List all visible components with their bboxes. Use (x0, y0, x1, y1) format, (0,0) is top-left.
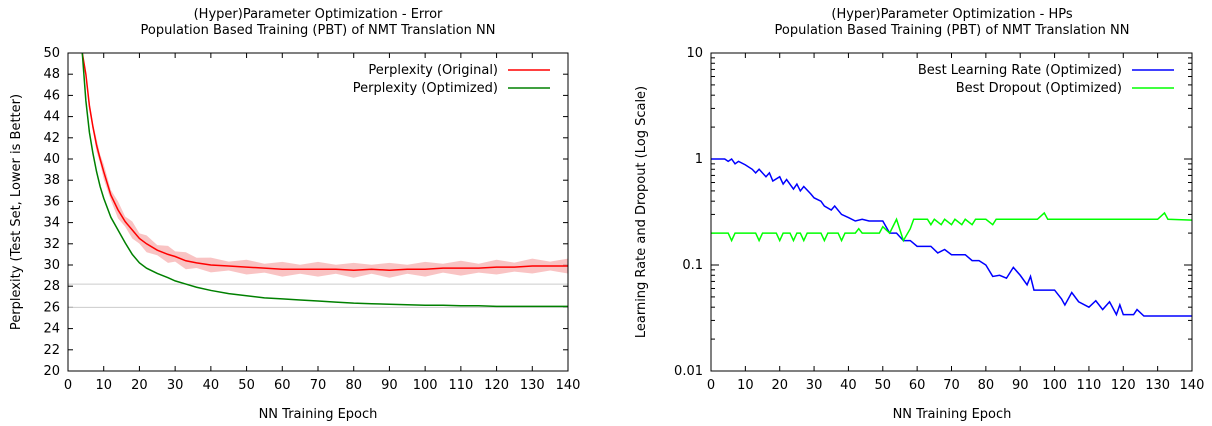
error-ytick-label: 28 (43, 279, 60, 294)
hp-chart-title: (Hyper)Parameter Optimization - HPs (831, 7, 1072, 22)
error-xtick-label: 130 (520, 378, 545, 393)
hp-chart-ylabel: Learning Rate and Dropout (Log Scale) (634, 86, 649, 338)
error-xtick-label: 90 (381, 378, 398, 393)
error-xtick-label: 60 (274, 378, 291, 393)
error-ytick-label: 40 (43, 152, 60, 167)
error-ytick-label: 44 (43, 110, 60, 125)
error-xtick-label: 20 (131, 378, 148, 393)
hp-xtick-label: 130 (1145, 378, 1170, 393)
error-ytick-label: 36 (43, 194, 60, 209)
error-ytick-label: 46 (43, 88, 60, 103)
hp-xtick-label: 10 (737, 378, 754, 393)
hp-ytick-label: 1 (695, 152, 703, 167)
legend-best-dropout: Best Dropout (Optimized) (956, 81, 1122, 96)
error-xtick-label: 140 (556, 378, 581, 393)
hp-xtick-label: 70 (943, 378, 960, 393)
best-dropout-line (711, 211, 1193, 243)
error-chart-frame (67, 52, 569, 372)
hp-xtick-label: 30 (806, 378, 823, 393)
legend-best-learning-rate: Best Learning Rate (Optimized) (918, 63, 1122, 78)
perplexity-original-line (81, 52, 568, 272)
error-ytick-label: 30 (43, 258, 60, 273)
error-ytick-label: 42 (43, 131, 60, 146)
hp-xtick-label: 90 (1012, 378, 1029, 393)
error-xtick-label: 110 (448, 378, 473, 393)
error-xtick-label: 0 (64, 378, 72, 393)
error-xtick-label: 40 (203, 378, 220, 393)
error-chart-title: (Hyper)Parameter Optimization - Error (194, 7, 443, 22)
hp-chart-subtitle: Population Based Training (PBT) of NMT T… (775, 23, 1130, 38)
error-xtick-label: 80 (345, 378, 362, 393)
hp-xtick-label: 80 (978, 378, 995, 393)
perplexity-optimized-line (81, 52, 568, 308)
error-ytick-label: 32 (43, 237, 60, 252)
hp-ytick-label: 10 (686, 46, 703, 61)
error-chart-subtitle: Population Based Training (PBT) of NMT T… (141, 23, 496, 38)
error-xtick-label: 50 (238, 378, 255, 393)
error-xtick-label: 10 (95, 378, 112, 393)
error-xtick-label: 70 (310, 378, 327, 393)
legend-perplexity-original: Perplexity (Original) (368, 63, 498, 78)
error-ytick-label: 48 (43, 67, 60, 82)
error-ytick-label: 20 (43, 364, 60, 379)
error-xtick-label: 30 (167, 378, 184, 393)
error-chart: (Hyper)Parameter Optimization - Error Po… (9, 7, 580, 422)
error-chart-ylabel: Perplexity (Test Set, Lower is Better) (9, 94, 24, 330)
hp-xtick-label: 20 (771, 378, 788, 393)
error-xtick-label: 100 (413, 378, 438, 393)
legend-perplexity-optimized: Perplexity (Optimized) (353, 81, 498, 96)
error-chart-xlabel: NN Training Epoch (259, 407, 378, 422)
hp-xtick-label: 60 (909, 378, 926, 393)
error-xtick-label: 120 (484, 378, 509, 393)
hp-xtick-label: 50 (875, 378, 892, 393)
hp-xtick-label: 110 (1077, 378, 1102, 393)
error-ytick-label: 38 (43, 173, 60, 188)
hp-xtick-label: 100 (1042, 378, 1067, 393)
error-ytick-label: 26 (43, 300, 60, 315)
hp-xtick-label: 140 (1180, 378, 1205, 393)
error-ytick-label: 22 (43, 343, 60, 358)
hp-chart-frame (710, 52, 1193, 372)
hp-xtick-label: 0 (707, 378, 715, 393)
error-ytick-label: 24 (43, 322, 60, 337)
hp-ytick-label: 0.01 (674, 364, 703, 379)
hp-chart: (Hyper)Parameter Optimization - HPs Popu… (634, 7, 1204, 422)
hp-ytick-label: 0.1 (682, 258, 703, 273)
hp-xtick-label: 120 (1111, 378, 1136, 393)
error-ytick-label: 34 (43, 216, 60, 231)
error-ytick-label: 50 (43, 46, 60, 61)
hp-chart-xlabel: NN Training Epoch (893, 407, 1012, 422)
best-learning-rate-line (711, 157, 1192, 317)
hp-xtick-label: 40 (840, 378, 857, 393)
